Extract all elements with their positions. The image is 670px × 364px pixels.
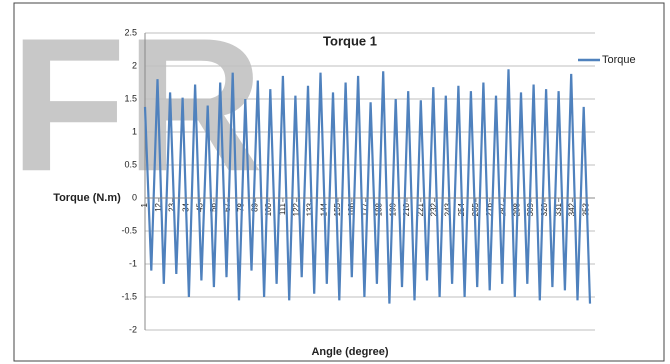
y-tick-label: -1 [129, 258, 137, 268]
y-tick-label: 0 [132, 192, 137, 202]
x-tick-label: 353 [581, 202, 590, 216]
x-tick-label: 122 [292, 202, 301, 216]
x-tick-label: 243 [443, 202, 452, 216]
x-tick-label: 320 [540, 202, 549, 216]
x-tick-label: 342 [568, 202, 577, 216]
x-tick-label: 177 [361, 202, 370, 216]
y-tick-label: 1 [132, 126, 137, 136]
x-tick-label: 1 [140, 202, 149, 207]
x-tick-label: 133 [306, 202, 315, 216]
x-tick-label: 331 [554, 202, 563, 216]
x-tick-label: 89 [250, 202, 259, 211]
x-tick-label: 111 [278, 202, 287, 215]
x-tick-label: 287 [499, 202, 508, 216]
x-tick-label: 12 [154, 202, 163, 211]
x-tick-label: 23 [168, 202, 177, 211]
data-line [143, 69, 592, 304]
x-tick-label: 232 [430, 202, 439, 216]
legend-label: Torque [602, 54, 636, 66]
y-tick-label: -1.5 [121, 291, 137, 301]
x-tick-label: 56 [209, 202, 218, 211]
x-axis-label: Angle (degree) [311, 346, 388, 358]
chart-title: Torque 1 [323, 33, 377, 48]
x-tick-label: 276 [485, 202, 494, 216]
x-tick-label: 210 [402, 202, 411, 216]
y-tick-label: -0.5 [121, 225, 137, 235]
x-tick-label: 221 [416, 202, 425, 216]
y-tick-label: 0.5 [124, 159, 137, 169]
y-tick-label: 2.5 [124, 27, 137, 37]
x-tick-label: 100 [264, 202, 273, 216]
y-tick-label: 1.5 [124, 93, 137, 103]
y-tick-label: -2 [129, 324, 137, 334]
x-tick-label: 166 [347, 202, 356, 216]
y-tick-label: 2 [132, 60, 137, 70]
x-tick-label: 67 [223, 202, 232, 211]
y-axis-label: Torque (N.m) [53, 192, 121, 204]
